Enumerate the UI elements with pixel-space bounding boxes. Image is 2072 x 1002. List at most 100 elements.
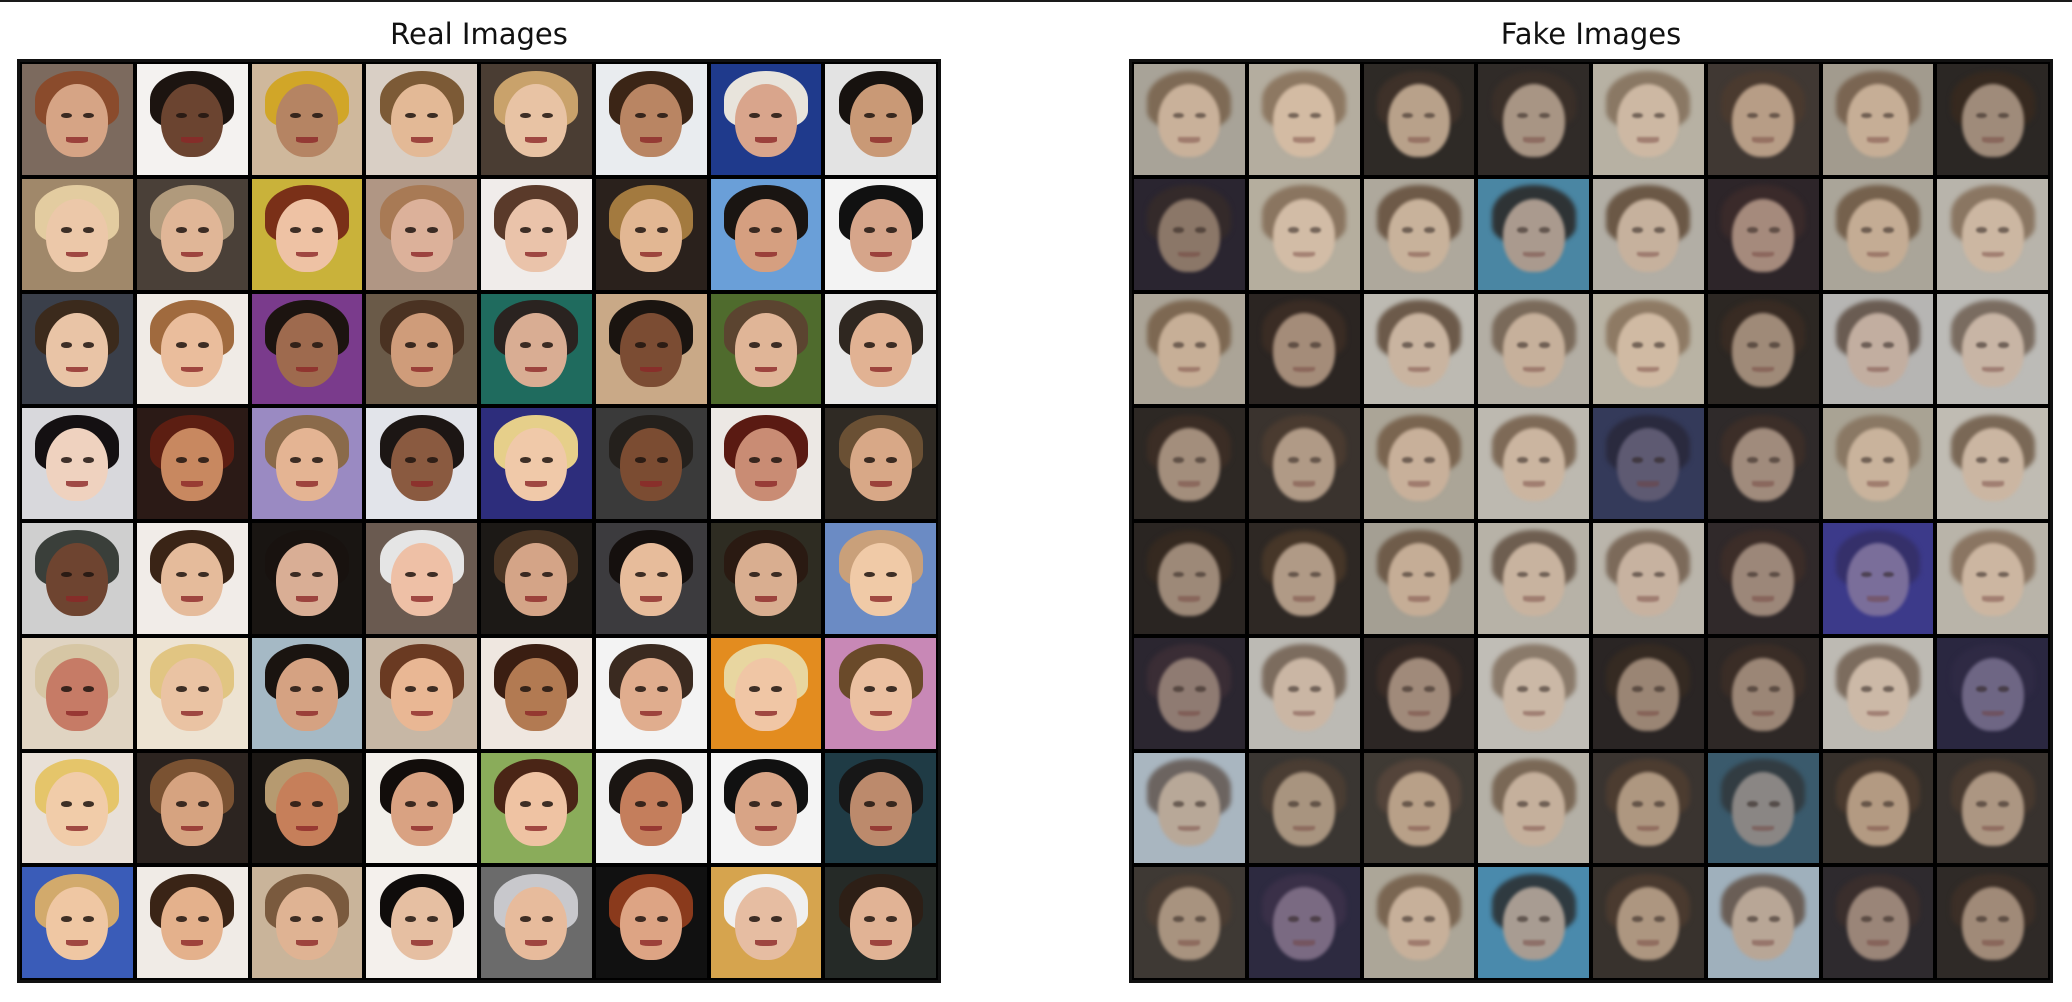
left-eye-shape [290,342,302,348]
fake-face-image-tile [1363,867,1475,978]
face-shape [1273,542,1336,617]
face-shape [161,83,224,158]
face-shape [390,313,453,387]
left-eye-shape [749,686,761,692]
face-shape [1846,542,1909,617]
face-shape [275,772,338,846]
face-shape [505,198,568,272]
face-shape [275,542,338,617]
left-eye-shape [1402,342,1414,348]
mouth-shape [1866,366,1889,373]
face-shape [1961,542,2024,617]
left-eye-shape [749,342,761,348]
mouth-shape [754,251,777,258]
mouth-shape [410,137,433,143]
right-eye-shape [1309,686,1321,692]
real-face-image-tile [710,293,822,405]
face-shape [734,428,797,502]
mouth-shape [754,710,777,717]
right-eye-shape [771,571,783,578]
left-eye-shape [1631,686,1643,692]
left-eye-shape [634,456,646,463]
real-face-image-tile [366,178,477,290]
left-eye-shape [1287,571,1299,578]
right-eye-shape [1883,571,1895,578]
left-eye-shape [1861,227,1873,233]
face-shape [1617,657,1680,731]
mouth-shape [1866,137,1889,143]
mouth-shape [1522,137,1545,143]
mouth-shape [1407,596,1430,602]
real-face-image-tile [22,408,133,519]
mouth-shape [1752,825,1775,832]
mouth-shape [640,710,663,717]
mouth-shape [1407,137,1430,143]
fake-face-image-tile [1478,523,1589,634]
left-eye-shape [405,227,417,233]
left-eye-shape [405,342,417,348]
real-face-image-tile [710,178,822,290]
face-shape [1273,428,1336,502]
mouth-shape [640,366,663,373]
right-eye-shape [1768,801,1780,807]
mouth-shape [410,596,433,602]
face-shape [275,198,338,272]
mouth-shape [1522,251,1545,258]
right-eye-shape [197,456,209,463]
left-eye-shape [519,801,531,807]
right-eye-shape [427,801,439,807]
face-shape [161,887,224,961]
face-shape [1846,657,1909,731]
mouth-shape [1981,366,2004,373]
mouth-shape [410,366,433,373]
left-eye-shape [634,112,646,119]
real-face-image-tile [251,523,363,634]
mouth-shape [1637,596,1660,602]
face-shape [1846,83,1909,158]
fake-face-image-tile [1363,637,1475,749]
right-eye-shape [771,801,783,807]
right-eye-shape [197,801,209,807]
right-eye-shape [1309,342,1321,348]
left-eye-shape [1517,915,1529,922]
left-eye-shape [1517,227,1529,233]
right-eye-shape [1768,456,1780,463]
mouth-shape [640,596,663,602]
left-eye-shape [175,915,187,922]
face-shape [390,887,453,961]
mouth-shape [66,825,89,832]
left-eye-shape [1631,342,1643,348]
face-shape [46,198,109,272]
fake-face-image-tile [1822,178,1934,290]
real-face-image-tile [136,752,248,864]
mouth-shape [1293,251,1316,258]
right-eye-shape [656,801,668,807]
face-shape [1387,887,1450,961]
real-face-image-tile [22,637,133,749]
left-eye-shape [1402,112,1414,119]
right-eye-shape [1768,571,1780,578]
face-shape [1387,313,1450,387]
fake-face-image-tile [1248,64,1360,175]
left-eye-shape [290,227,302,233]
left-eye-shape [1861,342,1873,348]
face-shape [1158,772,1221,846]
left-eye-shape [519,571,531,578]
face-shape [1273,772,1336,846]
fake-face-image-tile [1248,867,1360,978]
left-eye-shape [864,342,876,348]
face-shape [1617,313,1680,387]
fake-face-image-tile [1593,867,1704,978]
mouth-shape [1981,137,2004,143]
right-eye-shape [1653,571,1665,578]
right-eye-shape [1768,915,1780,922]
left-eye-shape [749,801,761,807]
real-face-image-tile [136,408,248,519]
right-eye-shape [312,801,324,807]
right-eye-shape [771,686,783,692]
face-shape [734,772,797,846]
face-shape [734,83,797,158]
left-eye-shape [1287,456,1299,463]
real-face-image-tile [251,408,363,519]
right-eye-shape [771,915,783,922]
